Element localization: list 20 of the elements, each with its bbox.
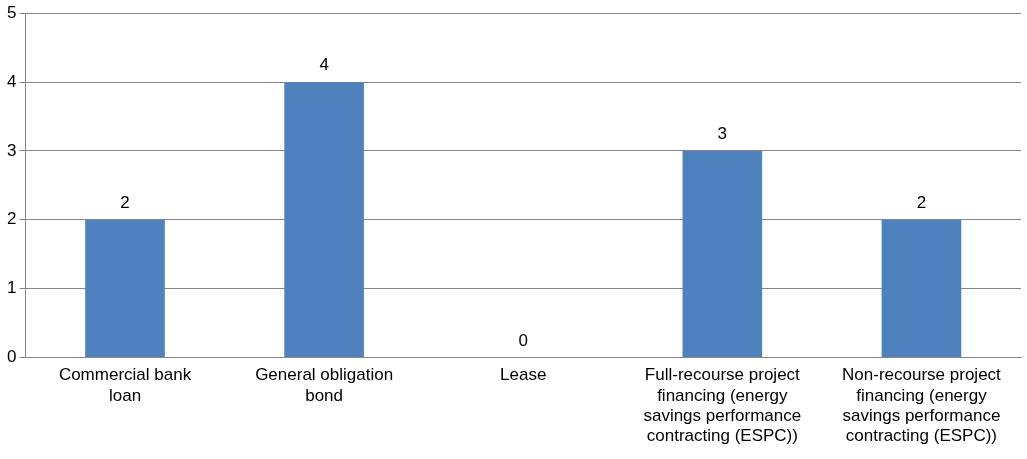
data-label: 0 xyxy=(518,330,528,350)
data-label: 4 xyxy=(319,55,329,75)
x-tick-label: Commercial bank loan xyxy=(58,365,192,405)
x-tick-label: General obligation bond xyxy=(255,365,394,405)
data-label: 2 xyxy=(120,192,130,212)
y-tick-label: 4 xyxy=(6,71,17,91)
data-label: 3 xyxy=(717,124,728,144)
x-tick-label: Full-recourse project financing (energy savings performance contracting (ESPC)) xyxy=(643,365,802,446)
y-tick-label: 2 xyxy=(6,209,17,229)
y-tick-label: 5 xyxy=(6,2,17,22)
bar xyxy=(881,219,962,357)
data-label: 2 xyxy=(916,192,927,212)
y-tick-label: 3 xyxy=(6,140,17,160)
bar xyxy=(284,82,364,357)
bar xyxy=(85,219,165,357)
x-tick-label: Non-recourse project financing (energy savings performance contracting (ESPC)) xyxy=(842,365,1002,446)
y-tick-label: 0 xyxy=(6,347,17,367)
y-tick-label: 1 xyxy=(6,278,17,298)
bar xyxy=(682,150,763,357)
x-tick-label: Lease xyxy=(500,365,547,385)
